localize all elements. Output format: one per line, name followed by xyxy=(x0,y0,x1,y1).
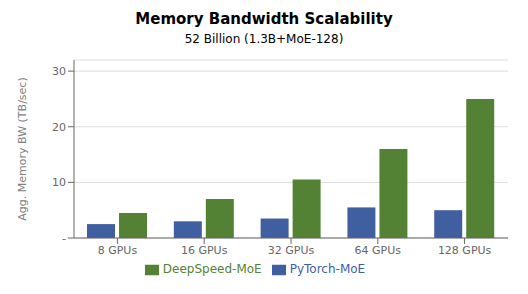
svg-text:64 GPUs: 64 GPUs xyxy=(355,244,402,257)
html-text:DeepSpeed-MoE: DeepSpeed-MoE xyxy=(162,262,262,276)
svg-text:16 GPUs: 16 GPUs xyxy=(181,244,228,257)
html-text:PyTorch-MoE: PyTorch-MoE xyxy=(289,262,366,276)
svg-text:20: 20 xyxy=(52,121,66,134)
svg-text:30: 30 xyxy=(52,65,66,78)
svg-text:8 GPUs: 8 GPUs xyxy=(98,244,138,257)
html-text:Memory Bandwidth Scalability: Memory Bandwidth Scalability xyxy=(135,10,393,28)
svg-text:10: 10 xyxy=(52,176,66,189)
svg-text:-: - xyxy=(62,232,66,245)
svg-text:128 GPUs: 128 GPUs xyxy=(438,244,492,257)
svg-text:32 GPUs: 32 GPUs xyxy=(268,244,315,257)
html-text:52 Billion (1.3B+MoE-128): 52 Billion (1.3B+MoE-128) xyxy=(184,32,344,46)
svg-text:Agg. Memory BW (TB/sec): Agg. Memory BW (TB/sec) xyxy=(16,77,29,220)
